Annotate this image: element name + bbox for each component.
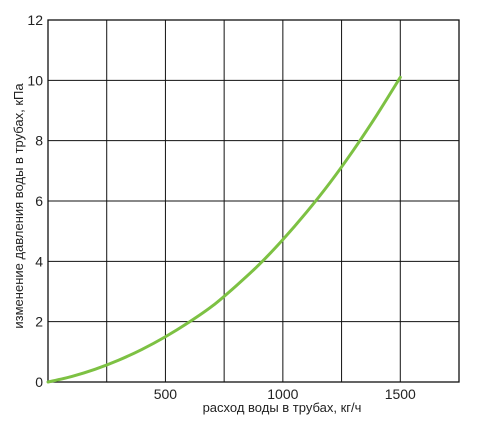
tick-labels: 500 1000 1500 0 2 4 6 8 10 12	[27, 12, 416, 402]
x-tick-label-1500: 1500	[385, 386, 416, 402]
y-tick-label-6: 6	[35, 193, 43, 209]
series-line-0	[46, 75, 402, 384]
y-axis-label: изменение давления воды в трубах, кПа	[11, 83, 26, 329]
y-tick-label-10: 10	[27, 72, 43, 88]
y-tick-label-8: 8	[35, 133, 43, 149]
x-axis-label: расход воды в трубах, кг/ч	[203, 400, 362, 415]
grid	[48, 19, 459, 383]
y-tick-label-0: 0	[35, 374, 43, 390]
series-group	[46, 75, 402, 384]
y-tick-label-4: 4	[35, 253, 43, 269]
y-tick-label-2: 2	[35, 314, 43, 330]
x-tick-label-500: 500	[154, 386, 178, 402]
y-tick-label-12: 12	[27, 12, 43, 28]
plot-frame	[47, 19, 460, 383]
x-tick-label-1000: 1000	[267, 386, 298, 402]
